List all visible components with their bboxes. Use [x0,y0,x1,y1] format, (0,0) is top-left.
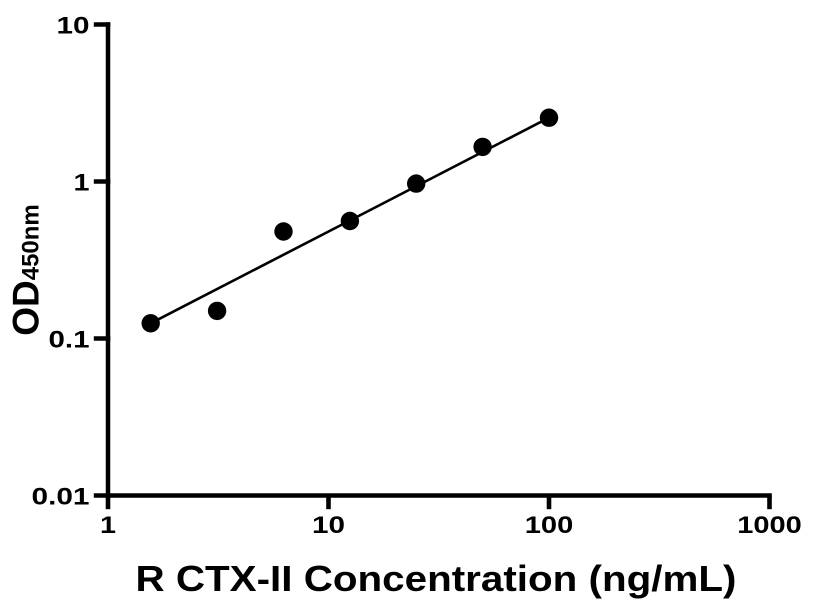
svg-text:10: 10 [57,12,90,39]
svg-text:1: 1 [100,512,116,539]
svg-text:0.01: 0.01 [32,483,90,510]
svg-text:1: 1 [74,169,90,196]
svg-text:0.1: 0.1 [49,326,90,353]
svg-text:100: 100 [525,512,574,539]
svg-text:10: 10 [312,512,345,539]
svg-text:R CTX-II Concentration (ng/mL): R CTX-II Concentration (ng/mL) [136,558,737,599]
svg-text:OD450nm: OD450nm [6,204,47,336]
svg-text:1000: 1000 [737,512,802,539]
